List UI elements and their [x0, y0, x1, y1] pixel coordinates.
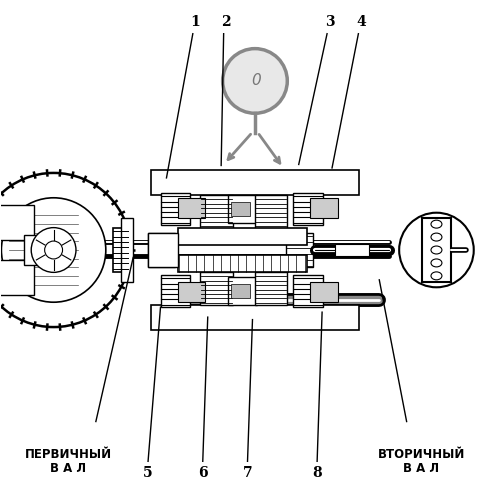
- Bar: [148, 232, 178, 268]
- Bar: [160, 275, 190, 307]
- Bar: [148, 232, 176, 268]
- Ellipse shape: [431, 272, 442, 280]
- Bar: [334, 244, 370, 256]
- Circle shape: [399, 212, 474, 288]
- Text: 4: 4: [356, 14, 366, 28]
- Text: ПЕРВИЧНЫЙ: ПЕРВИЧНЫЙ: [25, 448, 112, 462]
- Bar: [255, 272, 288, 304]
- Ellipse shape: [431, 259, 442, 267]
- Bar: [228, 278, 258, 304]
- Text: 5: 5: [144, 466, 153, 480]
- Text: 3: 3: [324, 14, 334, 28]
- Bar: [294, 193, 323, 225]
- Bar: [228, 196, 258, 222]
- Text: 2: 2: [222, 14, 231, 28]
- Bar: [150, 304, 360, 330]
- Bar: [114, 228, 128, 272]
- Circle shape: [2, 198, 106, 302]
- Bar: [200, 272, 232, 304]
- Text: 7: 7: [242, 466, 252, 480]
- Bar: [178, 228, 307, 245]
- Bar: [422, 218, 452, 282]
- Ellipse shape: [431, 246, 442, 254]
- Text: 0: 0: [252, 74, 262, 88]
- Bar: [255, 196, 288, 228]
- Bar: [310, 198, 338, 218]
- Text: 1: 1: [190, 14, 200, 28]
- Circle shape: [31, 228, 76, 272]
- Bar: [178, 198, 206, 218]
- Circle shape: [0, 173, 130, 327]
- Text: 6: 6: [198, 466, 207, 480]
- Circle shape: [222, 48, 288, 114]
- Bar: [310, 282, 338, 302]
- Text: 8: 8: [312, 466, 322, 480]
- Bar: [120, 218, 133, 282]
- Bar: [231, 284, 250, 298]
- Bar: [24, 235, 54, 265]
- Text: В А Л: В А Л: [404, 462, 440, 474]
- Bar: [231, 202, 250, 216]
- Bar: [0, 205, 34, 240]
- Bar: [0, 260, 34, 294]
- Ellipse shape: [431, 233, 442, 241]
- Bar: [178, 255, 307, 272]
- Text: В А Л: В А Л: [50, 462, 86, 474]
- Ellipse shape: [431, 220, 442, 228]
- Bar: [294, 275, 323, 307]
- Text: ВТОРИЧНЫЙ: ВТОРИЧНЫЙ: [378, 448, 465, 462]
- Circle shape: [44, 241, 62, 259]
- Bar: [286, 232, 313, 268]
- Bar: [178, 282, 206, 302]
- Bar: [160, 193, 190, 225]
- Bar: [150, 170, 360, 196]
- Bar: [200, 196, 232, 228]
